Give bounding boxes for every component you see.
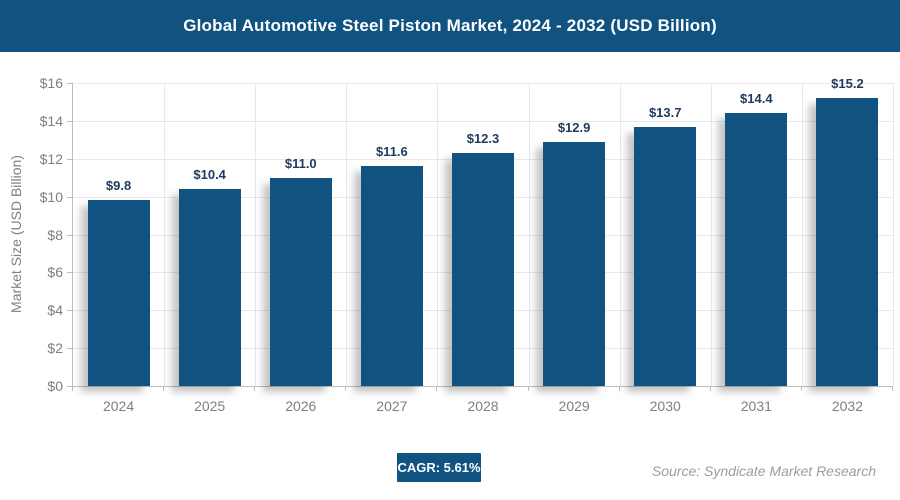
h-gridline bbox=[73, 120, 893, 122]
y-tick-label: $16 bbox=[39, 75, 63, 91]
bar-2029 bbox=[543, 141, 606, 386]
y-tick-mark bbox=[67, 234, 73, 236]
bar-2025 bbox=[178, 189, 241, 386]
v-gridline bbox=[801, 83, 803, 386]
bar-2030 bbox=[634, 126, 697, 386]
v-gridline bbox=[619, 83, 621, 386]
x-axis-label: 2025 bbox=[194, 398, 226, 414]
x-axis-label: 2026 bbox=[285, 398, 317, 414]
bar-value-label: $9.8 bbox=[105, 178, 132, 194]
y-tick-mark bbox=[67, 348, 73, 350]
bar-value-label: $15.2 bbox=[831, 76, 864, 92]
bar-2028 bbox=[452, 153, 514, 386]
y-tick-label: $4 bbox=[47, 302, 63, 319]
y-tick-mark bbox=[67, 158, 73, 160]
chart-title-bar: Global Automotive Steel Piston Market, 2… bbox=[0, 0, 900, 52]
h-gridline bbox=[73, 83, 893, 84]
bar-value-label: $11.0 bbox=[284, 155, 317, 171]
bar-2031 bbox=[725, 113, 788, 386]
x-axis-label: 2030 bbox=[649, 398, 681, 414]
x-axis-label: 2031 bbox=[740, 398, 772, 414]
bar-value-label: $12.3 bbox=[466, 131, 500, 147]
y-tick-mark bbox=[67, 386, 73, 387]
x-tick-mark bbox=[72, 386, 73, 391]
bar-2026 bbox=[269, 177, 332, 386]
bar-value-label: $10.4 bbox=[193, 167, 226, 183]
y-tick-label: $14 bbox=[39, 112, 63, 129]
x-tick-mark bbox=[618, 386, 620, 391]
bar-value-label: $12.9 bbox=[557, 119, 591, 135]
x-tick-mark bbox=[892, 386, 893, 391]
x-tick-mark bbox=[709, 386, 711, 391]
bar-2024 bbox=[87, 200, 150, 386]
y-tick-mark bbox=[67, 83, 73, 84]
x-tick-mark bbox=[345, 386, 347, 391]
v-gridline bbox=[164, 83, 166, 386]
y-tick-mark bbox=[67, 310, 73, 312]
chart-title: Global Automotive Steel Piston Market, 2… bbox=[183, 16, 717, 35]
x-axis-label: 2029 bbox=[558, 398, 590, 414]
bar-value-label: $13.7 bbox=[648, 104, 682, 120]
cagr-badge: CAGR: 5.61% bbox=[397, 453, 481, 482]
x-tick-mark bbox=[436, 386, 438, 391]
x-axis-label: 2032 bbox=[831, 398, 864, 414]
v-gridline bbox=[346, 83, 348, 386]
x-tick-mark bbox=[527, 386, 529, 391]
y-axis-line bbox=[72, 83, 73, 386]
y-tick-label: $10 bbox=[39, 188, 63, 205]
y-tick-label: $12 bbox=[39, 150, 63, 167]
v-gridline bbox=[437, 83, 439, 386]
y-tick-mark bbox=[67, 120, 73, 122]
x-tick-mark bbox=[800, 386, 802, 391]
y-tick-label: $0 bbox=[47, 378, 63, 394]
bar-2032 bbox=[816, 98, 879, 386]
y-tick-label: $6 bbox=[47, 264, 63, 281]
y-tick-mark bbox=[67, 272, 73, 274]
x-axis-label: 2027 bbox=[376, 398, 408, 414]
bar-value-label: $11.6 bbox=[375, 144, 408, 160]
bar-value-label: $14.4 bbox=[740, 91, 773, 107]
y-tick-label: $8 bbox=[47, 226, 63, 243]
v-gridline bbox=[893, 83, 894, 386]
v-gridline bbox=[528, 83, 530, 386]
x-tick-mark bbox=[254, 386, 256, 391]
x-axis-line bbox=[72, 386, 893, 387]
v-gridline bbox=[255, 83, 257, 386]
x-tick-mark bbox=[163, 386, 165, 391]
y-tick-mark bbox=[67, 196, 73, 198]
y-tick-label: $2 bbox=[47, 340, 63, 357]
v-gridline bbox=[710, 83, 712, 386]
x-axis-label: 2024 bbox=[102, 398, 135, 414]
x-axis-label: 2028 bbox=[467, 398, 499, 414]
source-note: Source: Syndicate Market Research bbox=[651, 463, 876, 479]
bar-2027 bbox=[360, 166, 423, 386]
